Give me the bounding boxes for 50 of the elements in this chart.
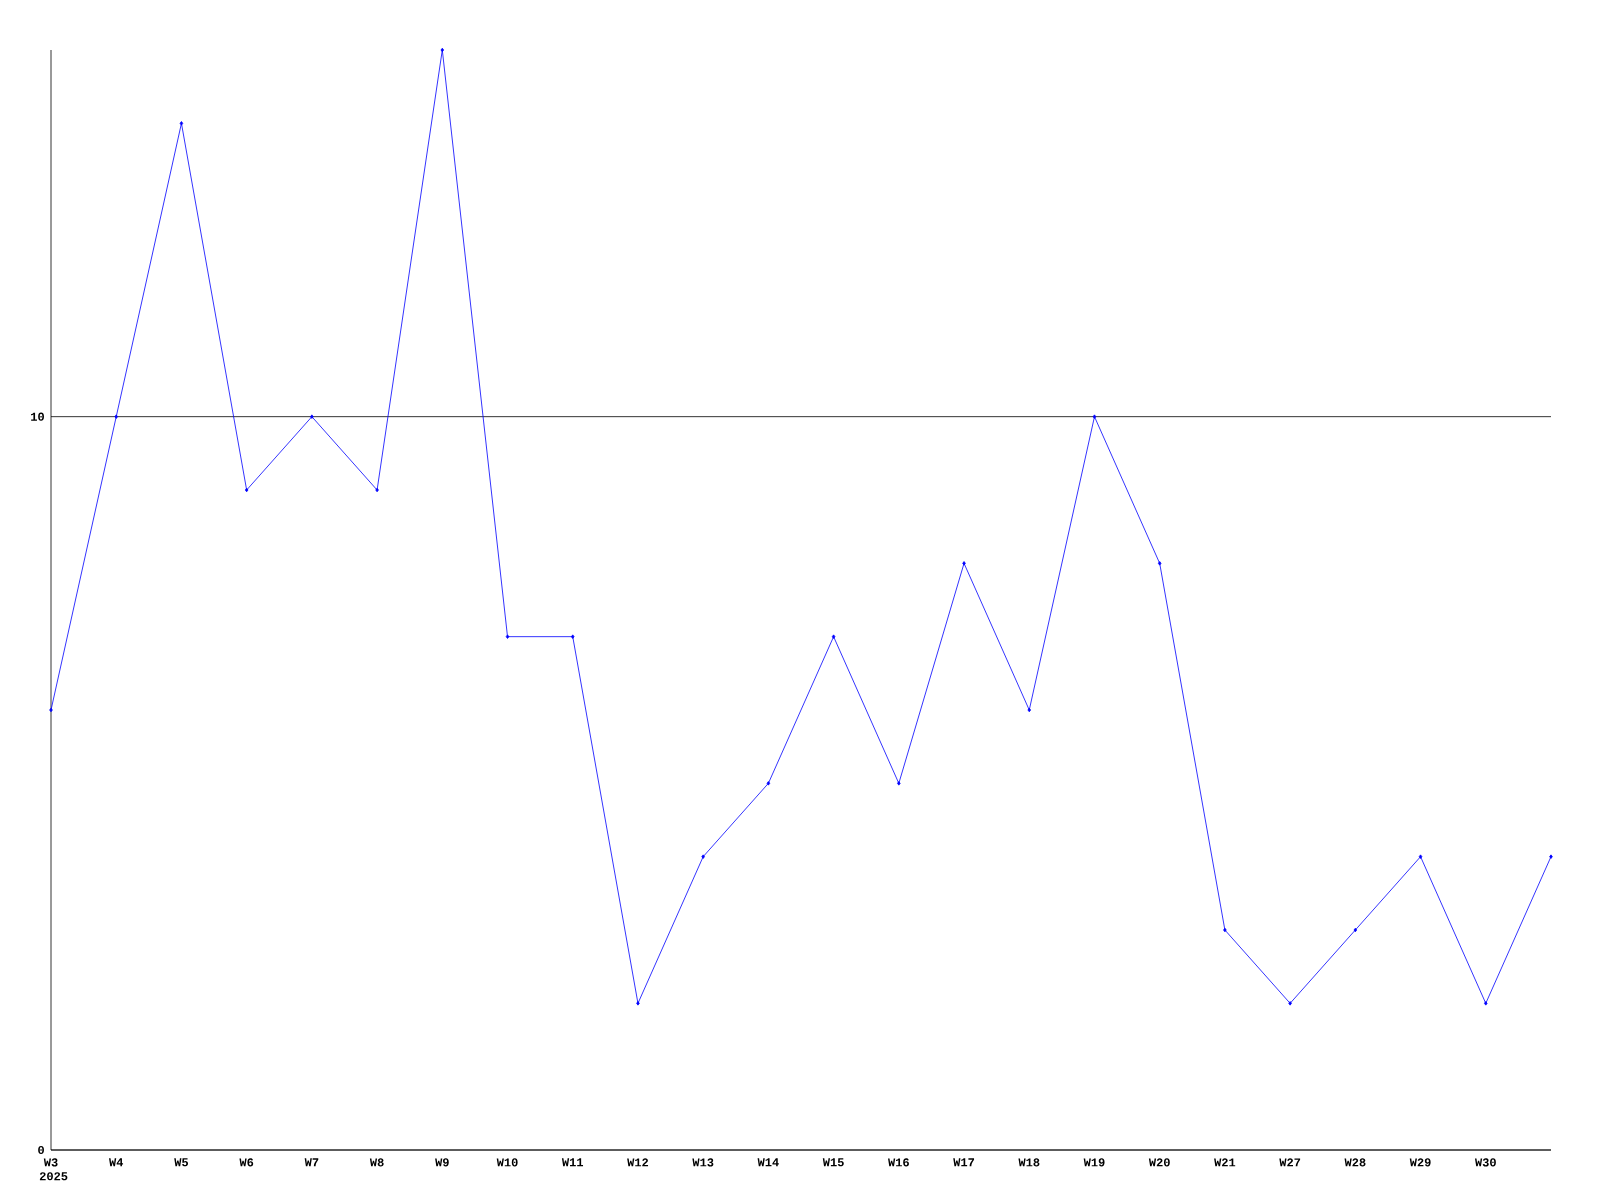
point — [1157, 561, 1162, 566]
x-tick-label: W11 — [561, 1158, 584, 1167]
y-tick-label: 10 — [31, 412, 44, 421]
text: 2025 — [39, 1172, 68, 1181]
x-tick-label: W16 — [888, 1158, 909, 1167]
x-tick-label: W21 — [1214, 1158, 1236, 1167]
point — [505, 634, 510, 639]
x-tick-label: W8 — [369, 1158, 384, 1167]
x-tick-label: W27 — [1279, 1158, 1301, 1167]
point — [570, 634, 575, 639]
x-tick-label: W9 — [435, 1158, 449, 1167]
point — [1418, 854, 1423, 859]
point — [1027, 707, 1031, 713]
point — [1092, 414, 1097, 419]
x-tick-label: W15 — [822, 1158, 844, 1167]
y-tick-label: 0 — [38, 1145, 44, 1155]
point — [1549, 854, 1553, 859]
x-tick-label: W17 — [953, 1158, 975, 1167]
point — [179, 121, 184, 126]
point — [1288, 1001, 1292, 1006]
x-tick-label: W12 — [627, 1158, 649, 1167]
x-tick-label: W14 — [757, 1158, 779, 1167]
x-tick-label: W3 — [43, 1158, 58, 1167]
point — [440, 47, 445, 53]
x-tick-label: W7 — [304, 1158, 319, 1167]
x-tick-label: W6 — [239, 1158, 254, 1167]
point — [1223, 927, 1227, 933]
x-tick-label: W30 — [1474, 1158, 1496, 1167]
x-tick-label: W28 — [1344, 1158, 1366, 1167]
point — [766, 781, 771, 786]
point — [1353, 927, 1358, 933]
point — [701, 854, 705, 859]
point — [375, 487, 379, 493]
point — [962, 561, 966, 566]
x-tick-label: W13 — [692, 1158, 714, 1167]
point — [1484, 1001, 1488, 1006]
point — [831, 634, 836, 639]
x-tick-label: W4 — [109, 1158, 124, 1167]
point — [244, 487, 249, 493]
x-tick-label: W19 — [1083, 1158, 1105, 1167]
x-tick-label: W20 — [1148, 1158, 1170, 1167]
x-tick-label: W10 — [496, 1158, 518, 1167]
point — [49, 707, 53, 713]
point — [897, 781, 901, 786]
point — [114, 414, 118, 419]
x-tick-label: W29 — [1409, 1158, 1431, 1167]
x-tick-label: W18 — [1018, 1158, 1040, 1167]
x-tick-label: W5 — [174, 1158, 189, 1167]
point — [310, 414, 314, 419]
point — [636, 1001, 640, 1006]
